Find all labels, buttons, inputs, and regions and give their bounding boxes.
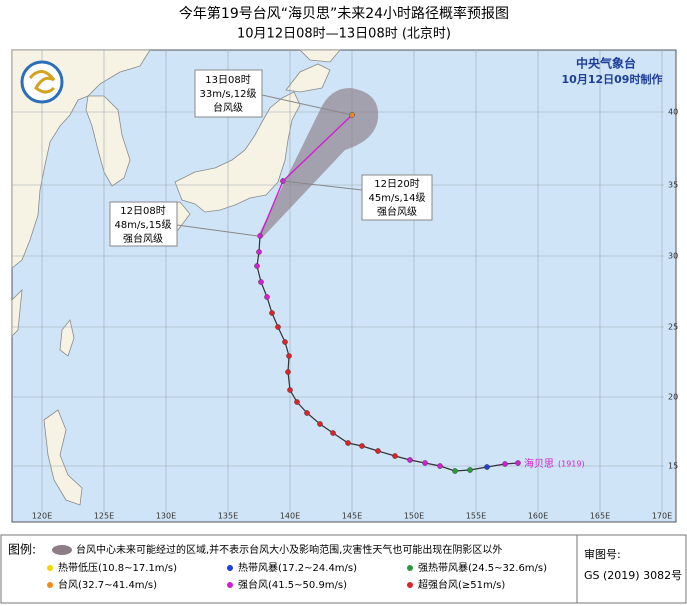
- track-point: [359, 443, 365, 449]
- track-point: [375, 448, 381, 454]
- lon-label: 140E: [280, 512, 300, 521]
- legend-label: 超强台风(≥51m/s): [418, 578, 505, 591]
- track-point: [484, 464, 490, 470]
- lon-label: 155E: [466, 512, 486, 521]
- legend-swatch: [227, 565, 233, 571]
- approval-label: 审图号:: [584, 547, 621, 561]
- callout-box: [361, 174, 433, 221]
- legend-label: 强热带风暴(24.5~32.6m/s): [418, 561, 547, 574]
- callout-grade: 强台风级: [377, 205, 417, 218]
- track-point: [286, 353, 292, 359]
- callout-wind: 33m/s,12级: [200, 88, 257, 100]
- legend-swatch: [227, 582, 233, 588]
- track-point: [287, 387, 293, 393]
- track-point: [269, 310, 275, 316]
- track-point: [437, 463, 443, 469]
- legend-cone-text: 台风中心未来可能经过的区域,并不表示台风大小及影响范围,灾害性天气也可能出现在阴…: [76, 543, 502, 556]
- track-point: [392, 453, 398, 459]
- legend-label: 强台风(41.5~50.9m/s): [238, 578, 347, 591]
- track-point: [467, 467, 473, 473]
- track-point: [345, 440, 351, 446]
- track-point: [452, 468, 458, 474]
- track-point: [330, 430, 336, 436]
- track-point: [422, 460, 428, 466]
- lat-label: 15: [668, 462, 678, 471]
- callout-wind: 48m/s,15级: [115, 219, 172, 231]
- callout-grade: 台风级: [213, 101, 243, 114]
- lat-label: 30: [668, 252, 678, 261]
- legend-swatch: [47, 565, 53, 571]
- issued-time: 10月12日09时制作: [562, 72, 663, 86]
- lon-label: 170E: [652, 512, 672, 521]
- track-point: [264, 294, 270, 300]
- callout-box: [109, 201, 178, 247]
- subtitle: 10月12日08时—13日08时 (北京时): [237, 27, 451, 42]
- callouts: 13日08时 33m/s,12级 台风级 12日20时 45m/s,14级 强台…: [109, 69, 433, 247]
- track-point: [254, 263, 260, 269]
- map: 120E 125E 130E 135E 140E 145E 150E 155E 160E 165E…: [11, 49, 678, 523]
- track-point: [407, 457, 413, 463]
- track-point: [317, 421, 323, 427]
- lon-label: 120E: [32, 512, 52, 521]
- track-point: [515, 460, 521, 466]
- legend-heading: 图例:: [8, 543, 36, 557]
- legend: 图例: 台风中心未来可能经过的区域,并不表示台风大小及影响范围,灾害性天气也可能…: [0, 534, 687, 604]
- legend-swatch: [47, 582, 53, 588]
- track-point: [294, 399, 300, 405]
- lon-label: 165E: [590, 512, 610, 521]
- callout-time: 12日08时: [120, 205, 165, 217]
- track-point: [258, 279, 264, 285]
- lon-label: 125E: [94, 512, 114, 521]
- legend-swatch: [407, 565, 413, 571]
- lat-label: 20: [668, 393, 678, 402]
- track-point: [502, 461, 508, 467]
- legend-label: 热带低压(10.8~17.1m/s): [58, 561, 177, 574]
- agency-name: 中央气象台: [576, 56, 636, 71]
- legend-cone-swatch: [52, 545, 72, 555]
- lat-label: 35: [668, 181, 678, 190]
- callout-leader: [282, 180, 363, 191]
- callout-time: 12日20时: [374, 178, 419, 190]
- lon-label: 130E: [156, 512, 176, 521]
- callout-leader: [261, 94, 353, 116]
- track-point: [257, 233, 263, 239]
- lon-label: 145E: [342, 512, 362, 521]
- callout-wind: 45m/s,14级: [369, 192, 426, 204]
- track-point: [275, 324, 281, 330]
- legend-box: [0, 534, 687, 604]
- storm-code: (1919): [558, 460, 585, 469]
- logo-mark: [28, 70, 56, 94]
- lon-label: 135E: [218, 512, 238, 521]
- track-point: [304, 410, 310, 416]
- legend-label: 台风(32.7~41.4m/s): [58, 578, 157, 591]
- track-point: [256, 249, 262, 255]
- storm-name: 海贝思: [524, 457, 554, 470]
- probability-cone: [258, 88, 379, 238]
- callout-leader: [176, 224, 259, 237]
- callout-box: [194, 69, 263, 118]
- lon-label: 150E: [404, 512, 424, 521]
- track-point: [285, 369, 291, 375]
- approval-number: GS (2019) 3082号: [584, 569, 682, 582]
- title: 今年第19号台风“海贝思”未来24小时路径概率预报图: [179, 5, 509, 22]
- legend-label: 热带风暴(17.2~24.4m/s): [238, 561, 357, 574]
- callout-time: 13日08时: [205, 74, 250, 86]
- legend-swatch: [407, 582, 413, 588]
- callout-grade: 强台风级: [123, 232, 163, 245]
- lon-label: 160E: [528, 512, 548, 521]
- track-point: [282, 339, 288, 345]
- lat-label: 25: [668, 323, 678, 332]
- lat-label: 40: [668, 108, 678, 117]
